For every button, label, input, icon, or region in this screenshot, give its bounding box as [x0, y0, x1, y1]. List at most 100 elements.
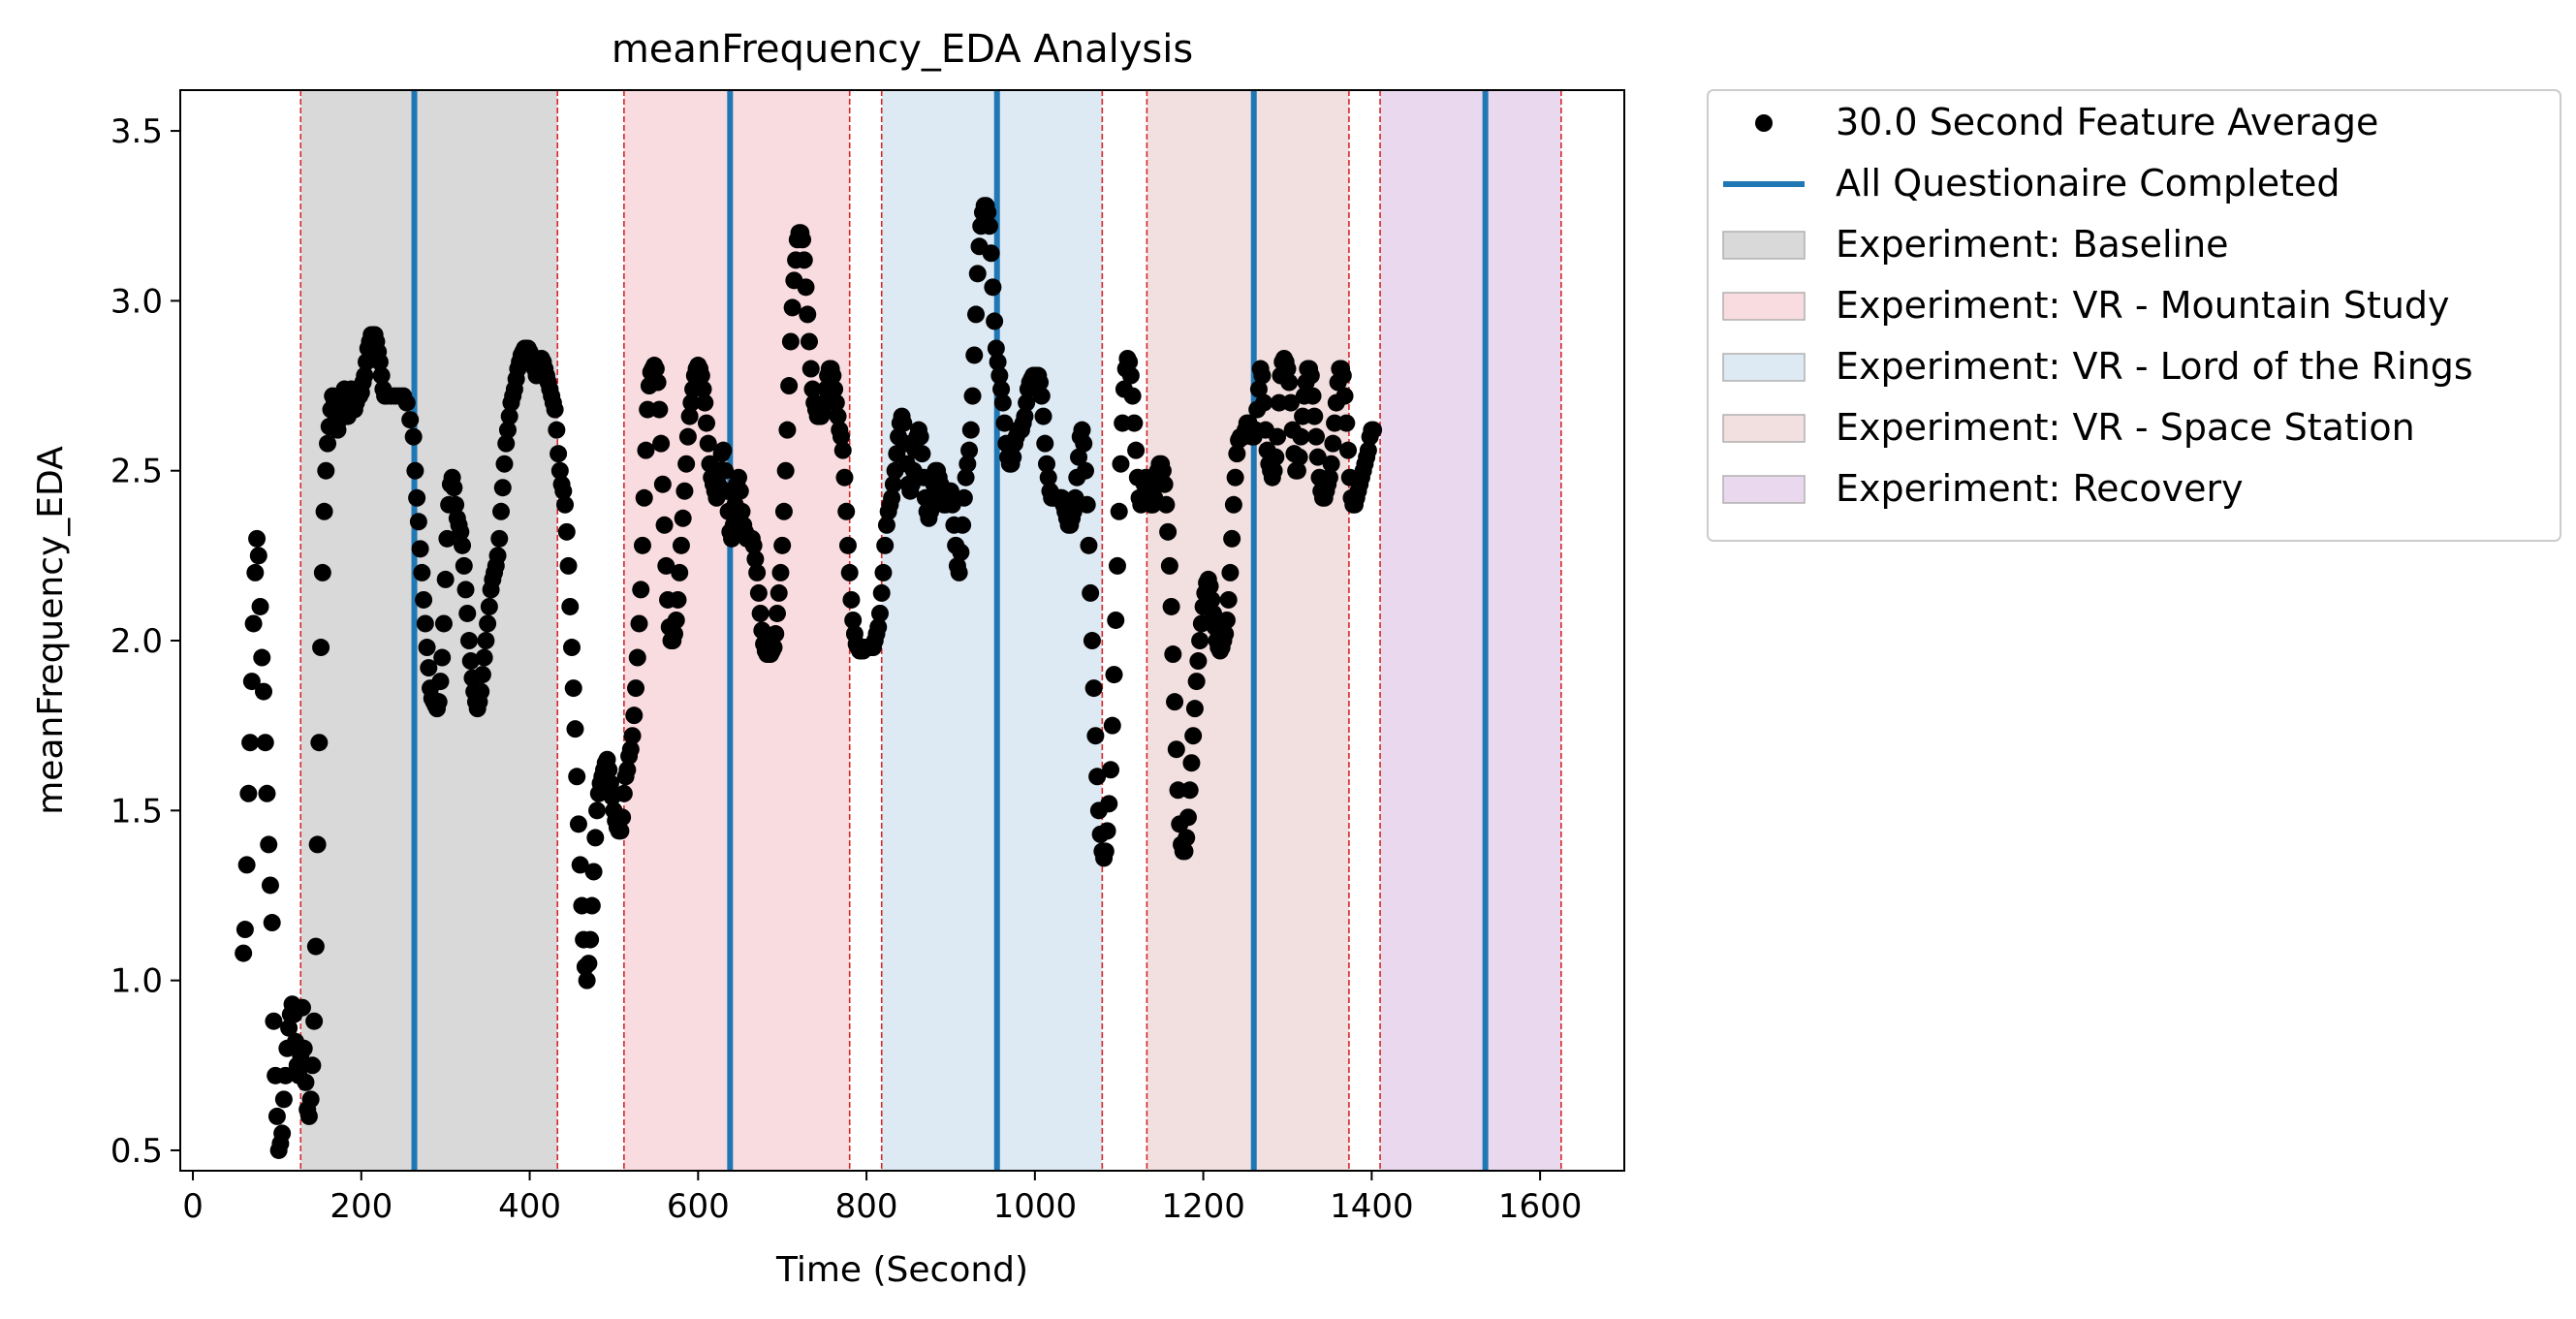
- data-point-121: [454, 536, 472, 554]
- data-point-550: [1176, 842, 1194, 861]
- data-point-521: [1127, 441, 1146, 459]
- data-point-558: [1189, 652, 1208, 671]
- data-point-124: [458, 604, 477, 622]
- data-point-316: [781, 332, 800, 351]
- data-point-411: [941, 482, 959, 500]
- x-axis-ticks: 0 200 400 600 800 1000 1200 1400 1600: [182, 1171, 1582, 1226]
- data-point-120: [452, 522, 470, 541]
- data-point-597: [1255, 393, 1273, 412]
- legend-marker-0: [1755, 114, 1773, 132]
- data-point-13: [256, 734, 274, 752]
- legend-label-2: Experiment: Baseline: [1836, 223, 2229, 266]
- data-point-469: [1039, 468, 1057, 487]
- data-point-465: [1032, 387, 1051, 405]
- data-point-199: [584, 863, 603, 881]
- data-point-134: [475, 648, 493, 667]
- data-point-46: [312, 639, 330, 657]
- data-point-495: [1083, 632, 1101, 650]
- data-point-125: [460, 632, 478, 650]
- data-point-538: [1155, 475, 1174, 493]
- data-point-126: [461, 652, 480, 671]
- data-point-286: [731, 482, 749, 500]
- data-point-81: [370, 353, 389, 371]
- data-point-183: [557, 522, 576, 541]
- legend-patch-5: [1722, 414, 1806, 443]
- data-point-496: [1084, 679, 1103, 698]
- data-point-4: [241, 734, 260, 752]
- data-point-215: [612, 822, 630, 840]
- data-point-27: [280, 1019, 298, 1037]
- data-point-556: [1185, 700, 1204, 718]
- data-point-399: [922, 502, 940, 520]
- y-tick-label-5: 3.0: [110, 282, 163, 321]
- data-point-617: [1288, 461, 1306, 480]
- data-point-497: [1086, 727, 1105, 745]
- data-point-265: [696, 393, 714, 412]
- data-point-644: [1334, 366, 1352, 385]
- y-axis-ticks: 0.5 1.0 1.5 2.0 2.5 3.0 3.5: [110, 112, 180, 1171]
- data-point-307: [767, 625, 785, 644]
- data-point-195: [578, 971, 596, 989]
- data-point-540: [1159, 522, 1178, 541]
- data-point-543: [1164, 645, 1182, 664]
- data-point-324: [795, 251, 813, 269]
- data-point-16: [261, 876, 279, 895]
- data-point-136: [479, 614, 497, 633]
- data-point-18: [265, 1012, 283, 1030]
- data-point-317: [783, 298, 801, 317]
- region-0-segment-0: [300, 90, 415, 1171]
- data-point-551: [1178, 829, 1196, 847]
- data-point-98: [415, 590, 433, 609]
- data-point-186: [562, 639, 581, 657]
- data-point-82: [372, 366, 391, 385]
- data-point-557: [1187, 673, 1206, 691]
- data-point-636: [1320, 468, 1338, 487]
- data-point-226: [630, 614, 648, 633]
- x-tick-label-4: 800: [835, 1187, 898, 1226]
- data-point-257: [682, 393, 701, 412]
- data-point-116: [445, 479, 463, 497]
- data-point-505: [1100, 795, 1118, 813]
- data-point-189: [568, 768, 586, 786]
- data-point-435: [982, 244, 1000, 263]
- legend-patch-4: [1722, 353, 1806, 382]
- x-tick-label-5: 1000: [993, 1187, 1078, 1226]
- data-point-344: [829, 407, 847, 425]
- data-point-43: [306, 937, 325, 956]
- data-point-341: [824, 366, 842, 385]
- data-point-99: [416, 614, 434, 633]
- data-point-239: [652, 434, 671, 453]
- data-point-12: [255, 682, 273, 701]
- data-point-190: [569, 815, 587, 833]
- data-point-518: [1121, 366, 1140, 385]
- data-point-603: [1265, 461, 1283, 480]
- data-point-11: [253, 648, 271, 667]
- data-point-441: [992, 380, 1011, 398]
- data-point-179: [550, 461, 569, 480]
- data-point-209: [601, 774, 619, 793]
- data-point-20: [267, 1107, 286, 1125]
- region-3-segment-1: [1253, 90, 1349, 1171]
- data-point-604: [1267, 448, 1285, 466]
- data-point-137: [480, 597, 498, 615]
- data-point-35: [293, 998, 311, 1017]
- regions-layer: [300, 90, 1561, 1171]
- data-point-433: [979, 204, 997, 222]
- data-point-455: [1016, 407, 1034, 425]
- data-point-439: [989, 353, 1007, 371]
- data-point-440: [990, 366, 1009, 385]
- data-point-492: [1078, 495, 1096, 514]
- data-point-326: [799, 305, 817, 324]
- data-point-343: [827, 393, 845, 412]
- data-point-256: [680, 407, 699, 425]
- data-point-298: [751, 604, 770, 622]
- data-points-layer: [235, 197, 1383, 1159]
- data-point-327: [800, 332, 818, 351]
- data-point-313: [776, 461, 795, 480]
- data-point-348: [835, 468, 854, 487]
- data-point-493: [1080, 536, 1098, 554]
- data-point-625: [1302, 366, 1320, 385]
- data-point-555: [1184, 727, 1203, 745]
- legend-patch-6: [1722, 475, 1806, 504]
- data-point-436: [984, 278, 1002, 297]
